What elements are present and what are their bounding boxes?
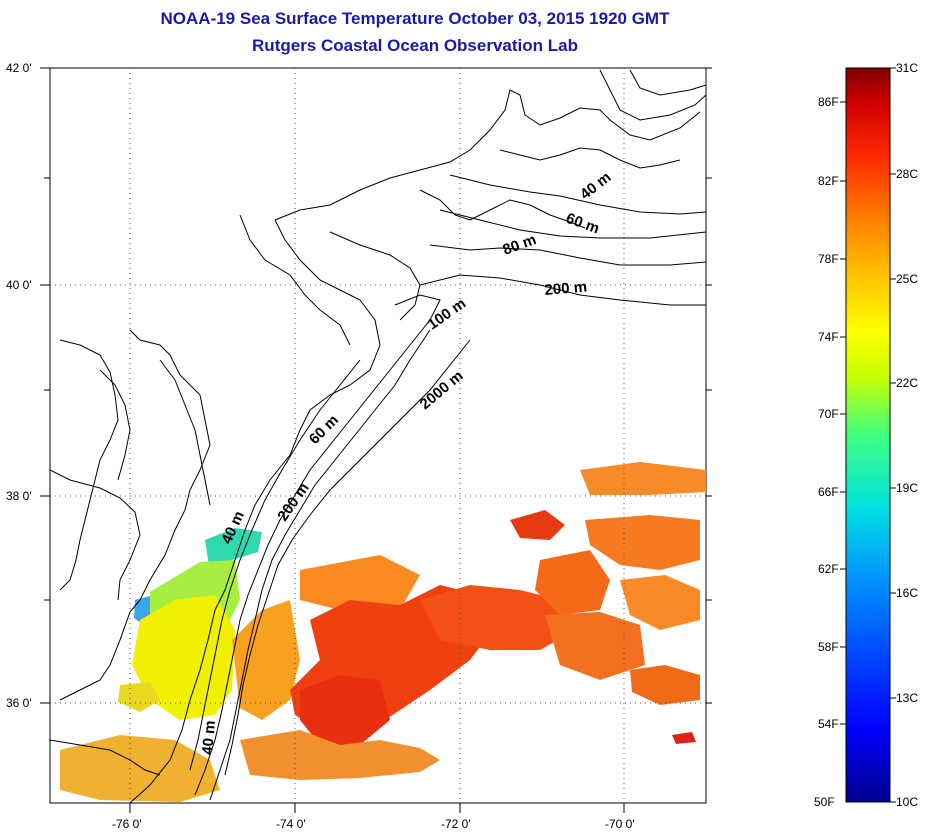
lon-label-74: -74 0': [276, 817, 306, 831]
contour-label-200m-north: 200 m: [544, 278, 588, 299]
sst-data-layer: [60, 462, 706, 802]
colorbar-c-19: 19C: [896, 481, 918, 495]
lon-label-70: -70 0': [605, 817, 635, 831]
colorbar-c-16: 16C: [896, 586, 918, 600]
contour-label-40m-south: 40 m: [199, 720, 219, 756]
colorbar-f-54: 54F: [818, 717, 839, 731]
colorbar-c-31: 31C: [896, 61, 918, 75]
colorbar-c-25: 25C: [896, 272, 918, 286]
lat-label-40: 40 0': [6, 278, 32, 292]
map-subtitle: Rutgers Coastal Ocean Observation Lab: [252, 36, 578, 55]
lon-label-76: -76 0': [112, 817, 142, 831]
colorbar-f-66: 66F: [818, 485, 839, 499]
sst-patch-red-northeast: [510, 510, 565, 540]
sst-patch-red-deep: [300, 675, 390, 745]
sst-patch-orange-ne1: [580, 462, 706, 495]
colorbar-f-78: 78F: [818, 252, 839, 266]
frame-ticks: [40, 67, 712, 813]
colorbar-f-58: 58F: [818, 640, 839, 654]
colorbar: [845, 67, 891, 803]
sst-patch-red-small: [672, 732, 696, 744]
colorbar-c-22: 22C: [896, 376, 918, 390]
colorbar-c-13: 13C: [896, 691, 918, 705]
colorbar-f-70: 70F: [818, 407, 839, 421]
sst-patch-orange-east: [545, 612, 645, 680]
map-title: NOAA-19 Sea Surface Temperature October …: [160, 9, 670, 28]
sst-patch-orange-shelf: [300, 555, 420, 610]
sst-patch-yellow: [132, 595, 235, 720]
colorbar-ticks: [840, 67, 896, 803]
sst-patch-orange-south: [60, 735, 220, 802]
sst-patch-orange-strip: [240, 730, 440, 780]
colorbar-f-86: 86F: [818, 95, 839, 109]
lat-label-42: 42 0': [6, 61, 32, 75]
sst-patch-orange-se: [630, 665, 700, 705]
colorbar-f-62: 62F: [818, 562, 839, 576]
coastline: [50, 89, 701, 803]
sst-patch-orange-coast: [232, 600, 300, 720]
colorbar-f-74: 74F: [818, 330, 839, 344]
colorbar-f-50: 50F: [814, 795, 835, 809]
sst-patch-orange-far: [620, 575, 700, 630]
colorbar-c-10: 10C: [896, 795, 918, 809]
sst-patch-orange-mid: [535, 550, 610, 615]
lon-label-72: -72 0': [441, 817, 471, 831]
sst-patch-yellow-south: [118, 682, 160, 712]
colorbar-f-82: 82F: [818, 174, 839, 188]
lat-label-36: 36 0': [6, 696, 32, 710]
bathymetry-contours: [189, 69, 706, 801]
sst-patch-red-east: [420, 585, 575, 650]
lat-label-38: 38 0': [6, 489, 32, 503]
colorbar-c-28: 28C: [896, 167, 918, 181]
sst-patch-orange-ne2: [585, 515, 700, 570]
